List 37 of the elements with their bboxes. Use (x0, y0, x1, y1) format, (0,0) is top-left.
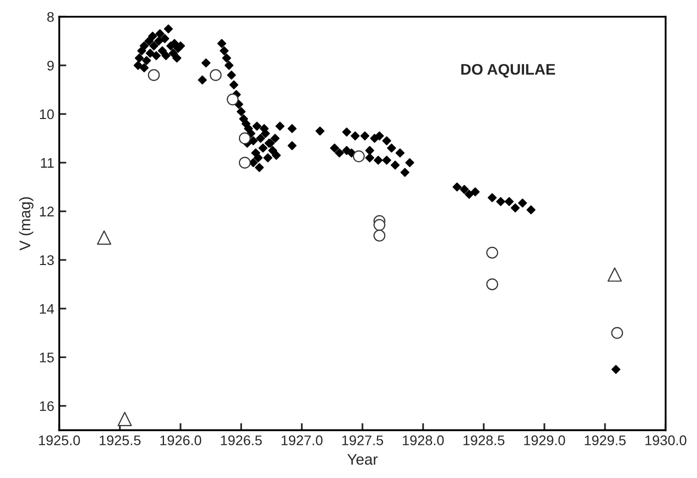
point (238, 132, 251, 144)
x-tick-label: 1930.0 (645, 435, 686, 446)
text: DO AQUILAE (461, 64, 556, 78)
point (373, 230, 386, 242)
x-tick-label: 1928.0 (402, 435, 444, 446)
y-tick-label: 14 (40, 304, 54, 314)
x-tick-label: 1929.0 (524, 435, 566, 446)
x-axis-title: Year (347, 454, 378, 465)
y-tick-label: 12 (40, 206, 54, 216)
x-tick-label: 1926.0 (160, 435, 202, 446)
y-tick-label: 11 (41, 158, 54, 168)
point (608, 267, 622, 282)
point (611, 326, 624, 339)
x-tick-label: 1927.0 (282, 435, 322, 446)
y-tick-label: 15 (40, 352, 54, 362)
x-tick-label: 1926.5 (220, 435, 262, 446)
y-tick-label: 8 (47, 12, 54, 22)
point (486, 246, 498, 259)
y-tick-label: 16 (40, 401, 54, 412)
point (226, 93, 239, 106)
x-tick-label: 1927.5 (342, 435, 384, 446)
x-tick-label: 1928.5 (464, 435, 504, 446)
y-tick-label: 13 (40, 255, 54, 266)
point (148, 69, 160, 82)
point (118, 412, 132, 426)
y-tick-label: 9 (47, 60, 54, 71)
x-tick-label: 1925.0 (39, 435, 80, 446)
point (352, 150, 365, 162)
y-axis-title: V (mag) (19, 197, 34, 251)
x-tick-label: 1925.5 (100, 435, 141, 446)
point (486, 278, 498, 290)
x-tick-label: 1929.5 (584, 435, 626, 446)
y-tick-label: 10 (40, 109, 54, 120)
point (238, 156, 251, 169)
point (210, 69, 222, 82)
point (373, 218, 386, 231)
point (96, 230, 112, 245)
